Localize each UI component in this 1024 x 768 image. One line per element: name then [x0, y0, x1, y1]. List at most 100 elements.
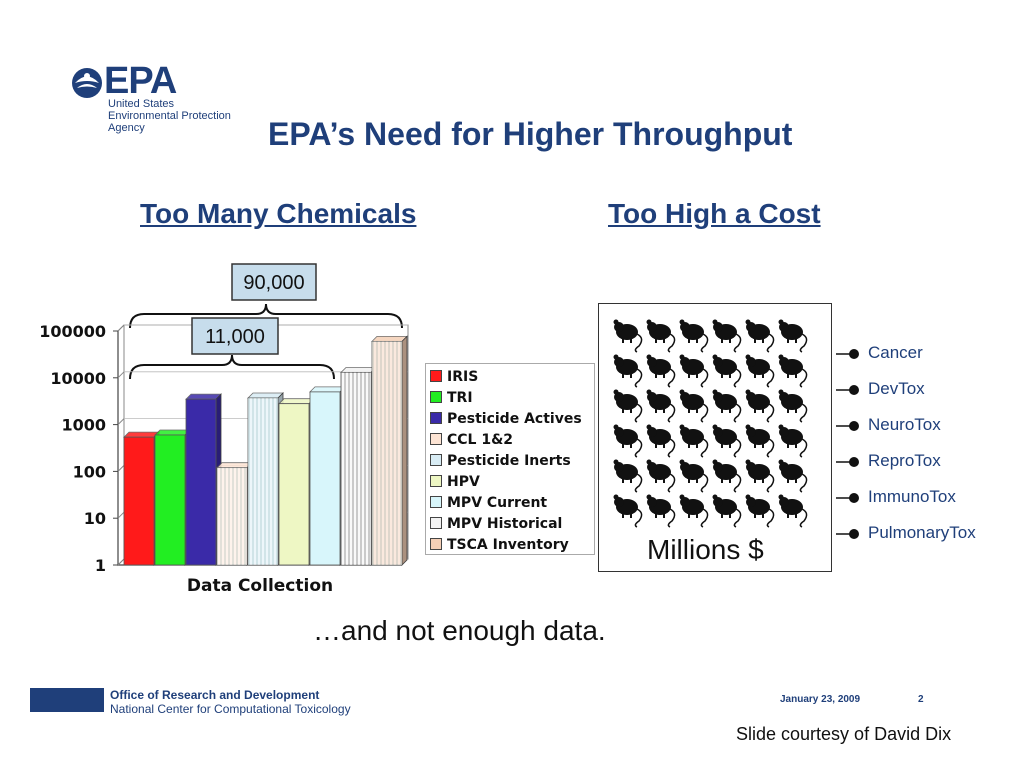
tagline: …and not enough data. [313, 615, 606, 646]
legend-label: Pesticide Inerts [447, 453, 571, 469]
bar-hpv [278, 397, 315, 566]
rat-icon [613, 424, 643, 458]
logo-wordmark: EPA [104, 60, 177, 102]
slide-title: EPA’s Need for Higher Throughput [268, 116, 793, 152]
legend-label: MPV Historical [447, 516, 563, 532]
chemicals-bar-chart: 1 10 100 1000 10000 100000 90,000 11,000 Data … [39, 263, 409, 596]
annotation-group: 90,000 11,000 [191, 263, 317, 355]
test-animals-panel: Millions $ [598, 303, 832, 572]
y-tick-label: 100 [73, 462, 106, 481]
bar-tri [154, 429, 191, 566]
bullet-icon [849, 493, 859, 503]
endpoint-immunotox: ImmunoTox [868, 487, 956, 506]
rat-icon [745, 459, 775, 493]
right-heading: Too High a Cost [608, 198, 821, 229]
logo-line-3: Agency [108, 122, 145, 134]
rat-icon [613, 494, 643, 528]
bullet-icon [849, 529, 859, 539]
rat-icon [613, 319, 643, 353]
legend-label: MPV Current [447, 495, 548, 511]
legend-label: HPV [447, 474, 480, 490]
left-heading: Too Many Chemicals [140, 198, 417, 229]
bar-tsca-inventory [371, 335, 408, 566]
svg-text:90,000: 90,000 [243, 272, 304, 294]
rat-icon [646, 319, 676, 353]
bar-ccl-1-2 [216, 461, 253, 566]
rat-icon [679, 389, 709, 423]
logo-line-2: Environmental Protection [108, 110, 231, 122]
rat-icon [778, 389, 808, 423]
legend-item-ccl-1-2: CCL 1&2 [430, 432, 513, 448]
legend-item-pesticide-actives: Pesticide Actives [430, 411, 582, 427]
endpoint-pulmonarytox: PulmonaryTox [868, 523, 976, 542]
rat-icon [745, 354, 775, 388]
rat-icon [613, 389, 643, 423]
legend-item-tsca-inventory: TSCA Inventory [430, 537, 569, 553]
bullet-icon [849, 457, 859, 467]
endpoint-reprotox: ReproTox [868, 451, 941, 470]
rat-icon [778, 354, 808, 388]
slide-credit: Slide courtesy of David Dix [736, 724, 952, 744]
rat-icon [745, 424, 775, 458]
rat-icon [679, 319, 709, 353]
legend-swatch [430, 454, 442, 466]
rat-icon [778, 494, 808, 528]
legend-label: CCL 1&2 [447, 432, 514, 448]
chart-legend: IRIS TRI Pesticide Actives CCL 1&2 Pesticide… [425, 363, 595, 555]
bullet-icon [849, 349, 859, 359]
rat-icon [646, 494, 676, 528]
bar-pesticide-inerts [247, 392, 284, 566]
rat-icon [778, 424, 808, 458]
rat-icon [679, 354, 709, 388]
bullet-icon [849, 385, 859, 395]
footer-office: Office of Research and Development [110, 688, 320, 702]
rat-icon [745, 389, 775, 423]
rat-icon [646, 354, 676, 388]
bar-mpv-historical [340, 366, 377, 566]
footer-center: National Center for Computational Toxico… [110, 702, 351, 716]
legend-label: Pesticide Actives [447, 411, 582, 427]
legend-label: IRIS [447, 369, 479, 385]
y-tick-label: 1000 [61, 416, 106, 435]
legend-swatch [430, 433, 442, 445]
rat-icon [712, 424, 742, 458]
legend-swatch [430, 412, 442, 424]
annotation-1: 11,000 [191, 317, 279, 355]
endpoint-cancer: Cancer [868, 343, 923, 362]
bar-group [123, 335, 408, 566]
rat-icon [712, 354, 742, 388]
bracket-group [129, 303, 403, 380]
endpoint-arrows [836, 349, 859, 539]
bar-pesticide-actives [185, 393, 222, 566]
endpoint-devtox: DevTox [868, 379, 925, 398]
legend-item-hpv: HPV [430, 474, 480, 490]
rat-icon [745, 494, 775, 528]
legend-item-iris: IRIS [430, 369, 478, 385]
rat-icon [712, 389, 742, 423]
footer-date: January 23, 2009 [780, 694, 861, 705]
legend-swatch [430, 370, 442, 382]
legend-item-mpv-current: MPV Current [430, 495, 547, 511]
rat-icon [613, 354, 643, 388]
rat-icon [646, 424, 676, 458]
legend-swatch [430, 517, 442, 529]
legend-item-tri: TRI [430, 390, 473, 406]
bar-mpv-current [309, 385, 346, 566]
svg-text:11,000: 11,000 [205, 326, 265, 348]
rat-icon [646, 459, 676, 493]
legend-swatch [430, 538, 442, 550]
y-tick-label: 10 [84, 509, 106, 528]
bullet-icon [849, 421, 859, 431]
page-number: 2 [918, 694, 924, 705]
rat-icon [679, 424, 709, 458]
footer-color-block [30, 688, 104, 712]
epa-flower-icon [72, 68, 102, 98]
rat-icon [712, 494, 742, 528]
x-axis-label: Data Collection [187, 576, 333, 596]
rat-icon [613, 459, 643, 493]
legend-item-pesticide-inerts: Pesticide Inerts [430, 453, 571, 469]
rat-icon [679, 459, 709, 493]
legend-label: TRI [447, 390, 473, 406]
cost-label: Millions $ [647, 534, 764, 565]
y-tick-label: 1 [95, 556, 106, 575]
